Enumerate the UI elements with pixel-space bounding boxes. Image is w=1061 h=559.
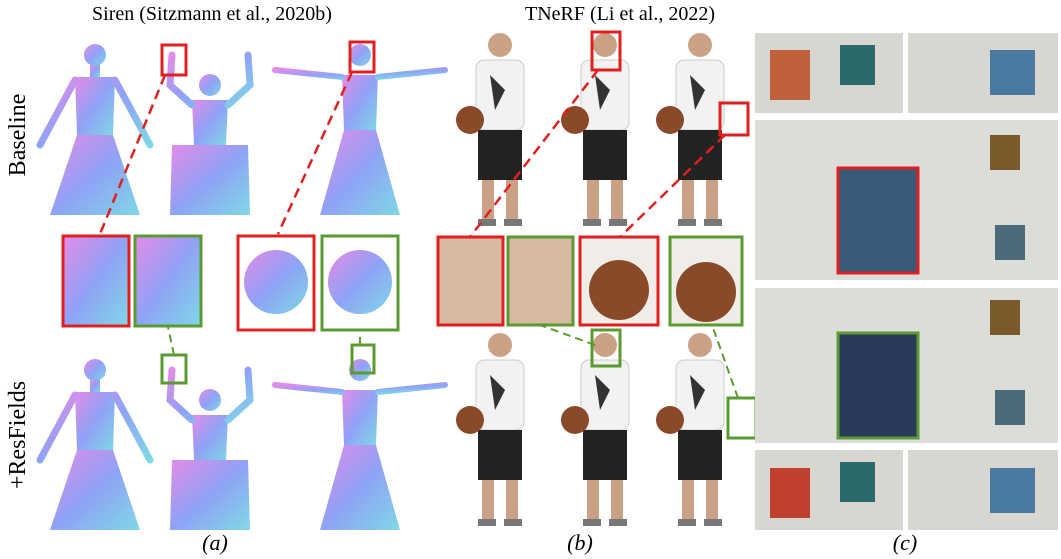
caption: (a): [202, 530, 228, 555]
panel-b-title: TNeRF (Li et al., 2022): [525, 3, 715, 25]
panel-a-images: [40, 40, 445, 530]
row-label: Baseline: [5, 94, 31, 177]
row-label: +ResFields: [5, 381, 31, 489]
panel-b-images: [436, 30, 758, 527]
caption: (b): [567, 530, 593, 555]
panel-c-images: [755, 33, 1058, 530]
caption: (c): [893, 530, 917, 555]
panel-a-title: Siren (Sitzmann et al., 2020b): [92, 3, 332, 25]
